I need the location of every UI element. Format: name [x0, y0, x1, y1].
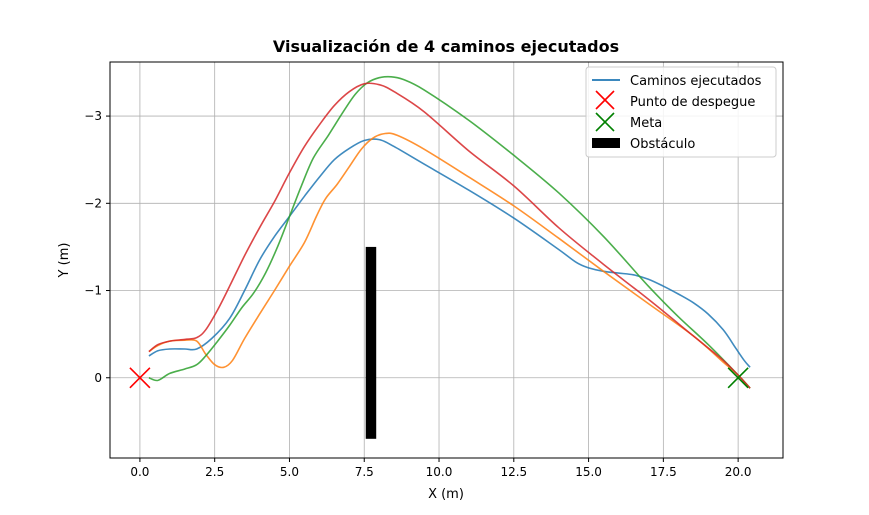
legend-goal-x-icon — [595, 112, 615, 132]
x-axis-label: X (m) — [428, 487, 464, 502]
x-tick-label: 12.5 — [500, 465, 527, 479]
legend-label-start: Punto de despegue — [630, 95, 755, 110]
path-line-4 — [148, 82, 751, 389]
chart-title: Visualización de 4 caminos ejecutados — [273, 37, 619, 56]
path-line-1 — [148, 138, 751, 368]
goal-marker-stroke — [727, 367, 749, 389]
x-tick-label: 20.0 — [725, 465, 752, 479]
legend-start-x-icon — [595, 90, 615, 110]
x-tick-label: 5.0 — [280, 465, 299, 479]
marker-layer — [129, 367, 749, 389]
obstacle-bar — [365, 246, 377, 439]
legend-label-paths: Caminos ejecutados — [630, 74, 762, 89]
y-tick-label: −1 — [84, 284, 102, 298]
x-tick-label: 7.5 — [355, 465, 374, 479]
goal-marker — [727, 367, 749, 389]
legend: Caminos ejecutados Punto de despegue Met… — [585, 66, 777, 158]
x-tick-label: 2.5 — [205, 465, 224, 479]
x-tick-label: 10.0 — [426, 465, 453, 479]
y-tick-label: −2 — [84, 196, 102, 210]
legend-box — [585, 66, 777, 158]
y-tick-label: −3 — [84, 109, 102, 123]
start-marker-stroke — [129, 367, 151, 389]
y-tick-label: 0 — [94, 371, 102, 385]
x-tick-label: 15.0 — [575, 465, 602, 479]
legend-obstacle-swatch — [592, 138, 620, 148]
axis-ticks: 0.0 2.5 5.0 7.5 10.0 12.5 15.0 17.5 20.0 0 −1 −2 −3 — [84, 109, 751, 479]
series-layer — [148, 75, 751, 389]
y-axis-label: Y (m) — [57, 243, 72, 279]
legend-label-obstacle: Obstáculo — [630, 137, 695, 152]
plot-frame — [109, 61, 784, 459]
start-marker — [129, 367, 151, 389]
x-tick-label: 0.0 — [130, 465, 149, 479]
path-line-3 — [148, 75, 751, 389]
obstacle-layer — [365, 246, 377, 439]
legend-label-goal: Meta — [630, 116, 662, 131]
x-tick-label: 17.5 — [650, 465, 677, 479]
